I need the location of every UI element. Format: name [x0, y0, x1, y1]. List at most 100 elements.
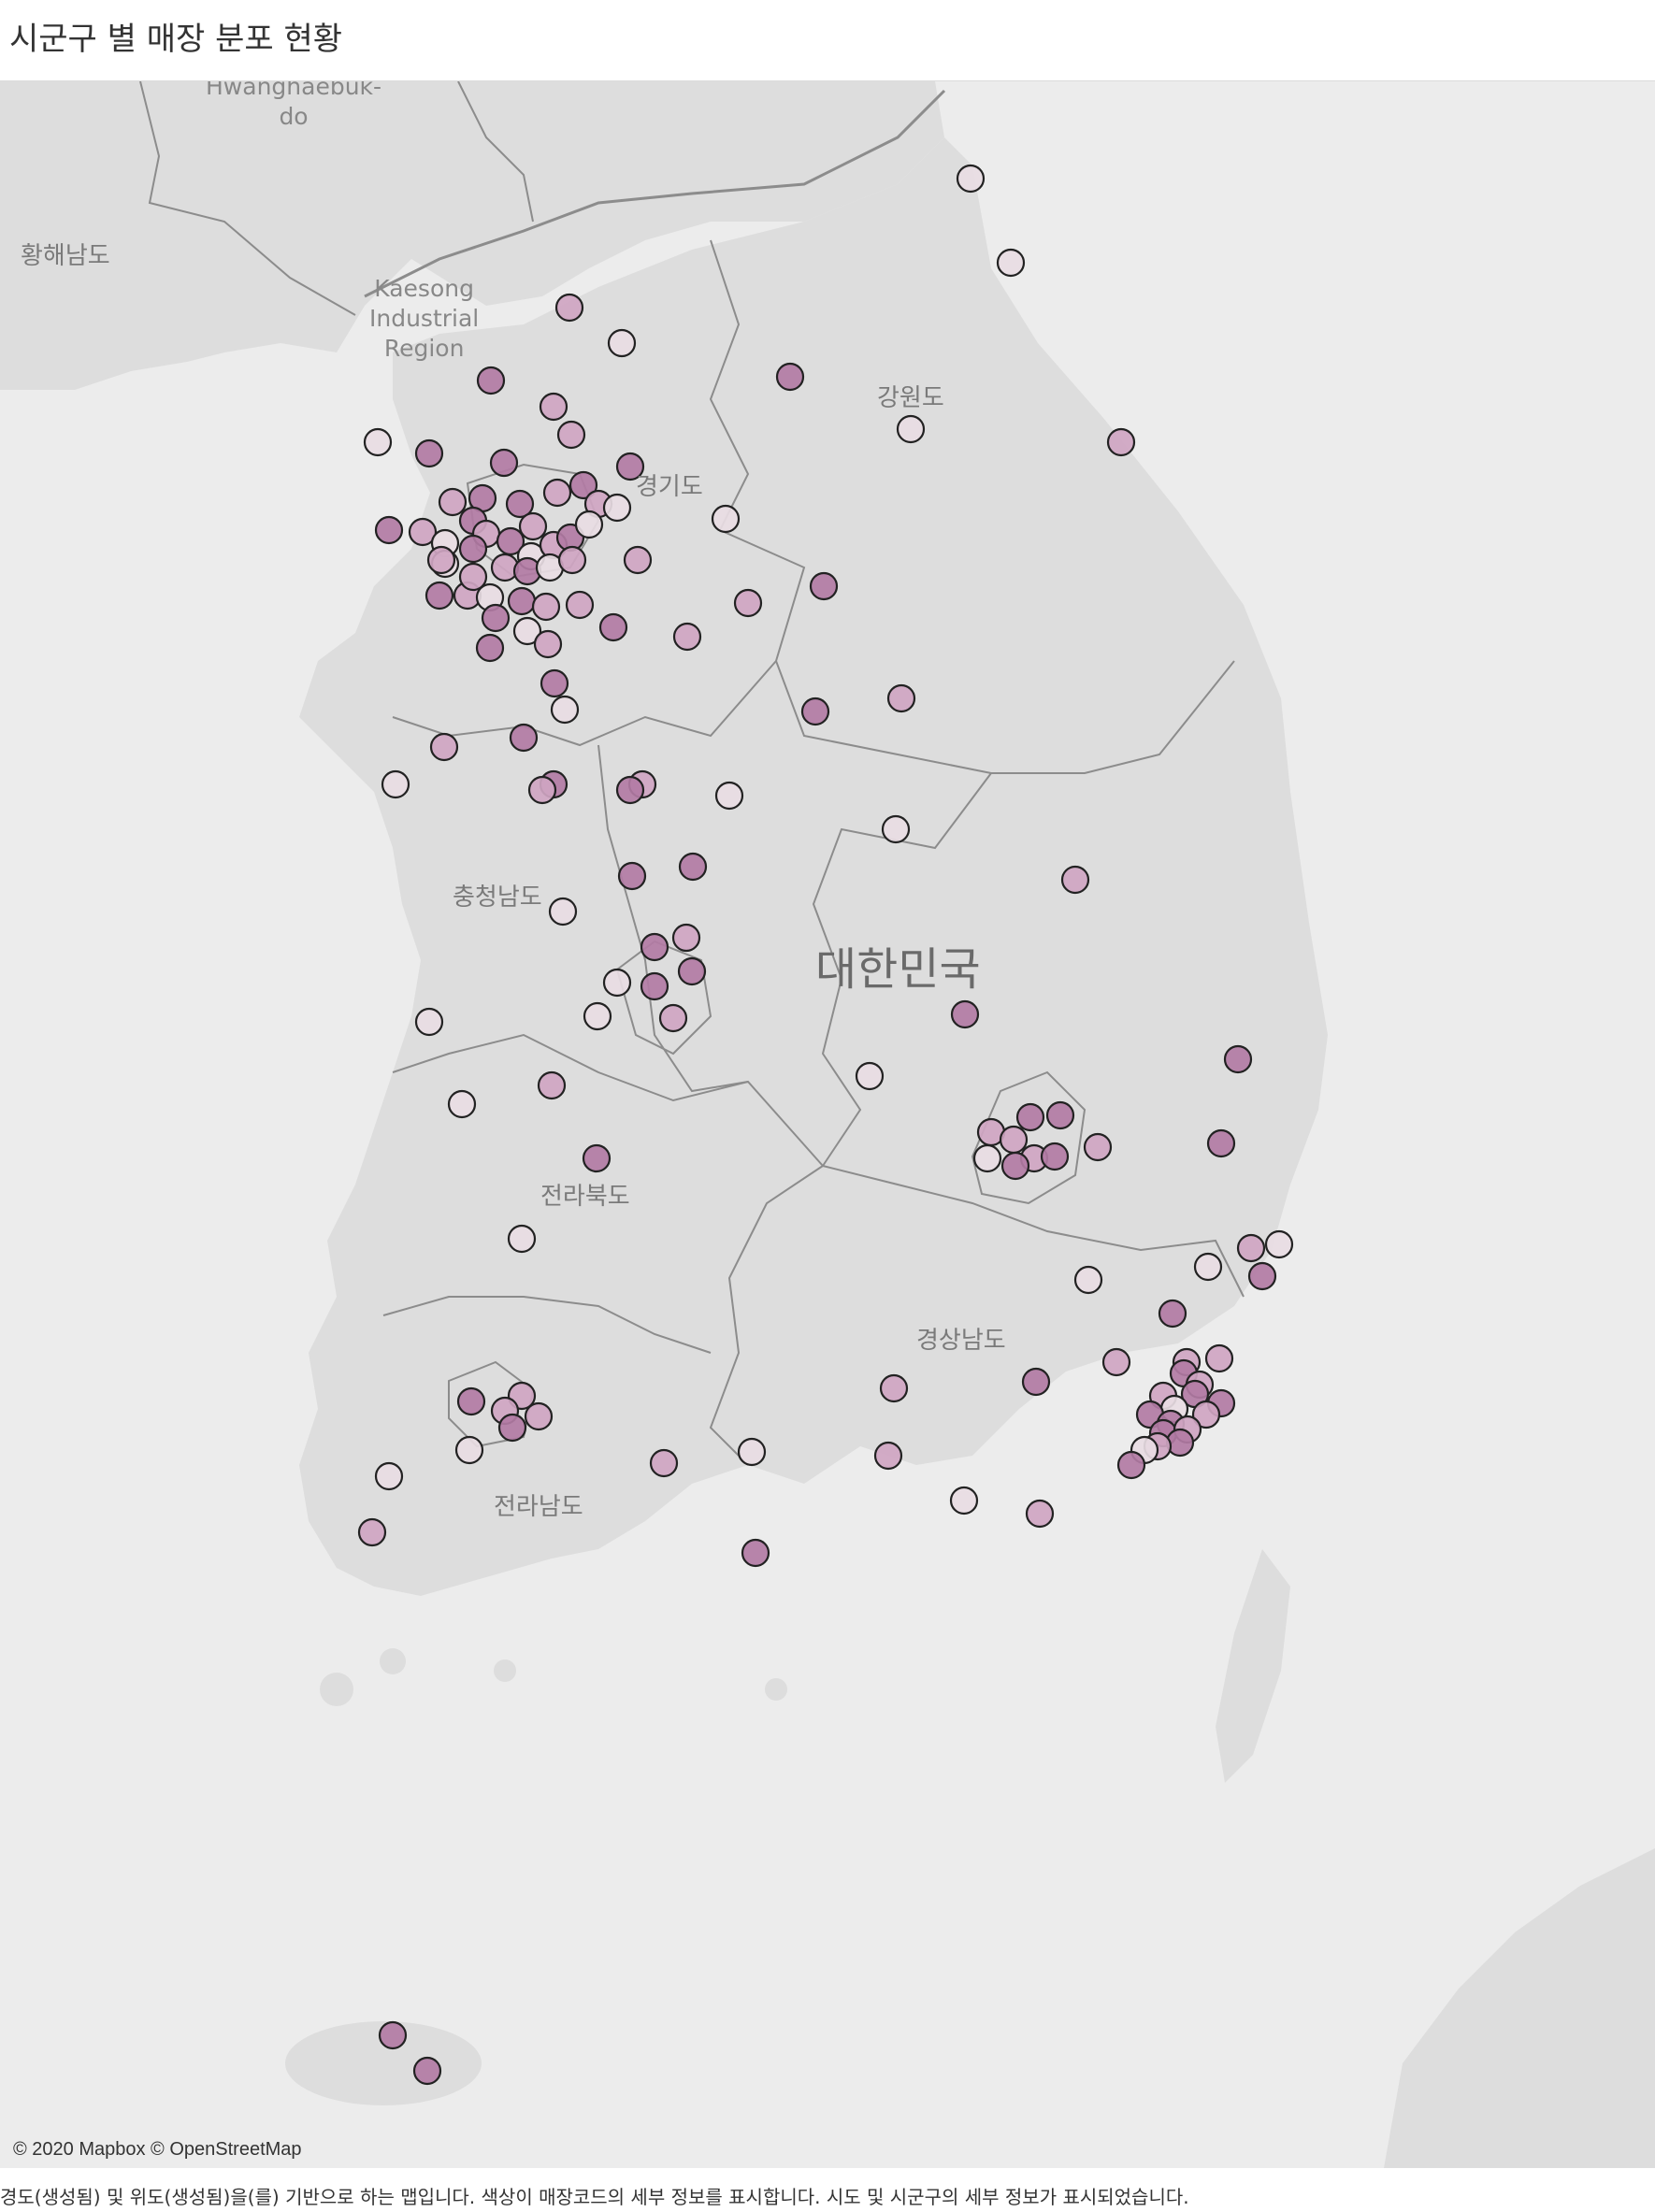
store-marker[interactable] [568, 470, 598, 500]
store-marker[interactable] [677, 956, 707, 986]
store-marker[interactable] [999, 1125, 1029, 1155]
store-marker[interactable] [458, 562, 488, 592]
store-marker[interactable] [1206, 1128, 1236, 1158]
store-marker[interactable] [873, 1441, 903, 1471]
store-marker[interactable] [879, 1373, 909, 1403]
store-marker[interactable] [583, 1001, 612, 1031]
store-marker[interactable] [615, 775, 645, 805]
store-marker[interactable] [640, 971, 669, 1001]
store-marker[interactable] [1247, 1261, 1277, 1291]
store-marker[interactable] [507, 586, 537, 616]
store-marker[interactable] [429, 732, 459, 762]
store-marker[interactable] [741, 1538, 770, 1568]
store-marker[interactable] [678, 852, 708, 882]
store-marker[interactable] [537, 1070, 567, 1100]
store-marker[interactable] [378, 2020, 408, 2050]
store-marker[interactable] [649, 1448, 679, 1478]
store-marker[interactable] [617, 861, 647, 891]
store-marker[interactable] [512, 616, 542, 646]
store-marker[interactable] [574, 510, 604, 539]
store-marker[interactable] [733, 588, 763, 618]
store-marker[interactable] [1101, 1347, 1131, 1377]
store-marker[interactable] [672, 622, 702, 652]
store-marker[interactable] [557, 545, 587, 575]
store-marker[interactable] [1021, 1367, 1051, 1397]
store-marker[interactable] [507, 1224, 537, 1254]
store-marker[interactable] [447, 1089, 477, 1119]
store-marker[interactable] [1106, 427, 1136, 457]
store-marker[interactable] [972, 1143, 1002, 1173]
store-marker[interactable] [1083, 1132, 1113, 1162]
store-marker[interactable] [896, 414, 926, 444]
store-marker[interactable] [374, 1461, 404, 1491]
store-marker[interactable] [381, 769, 410, 799]
store-marker[interactable] [425, 581, 454, 610]
store-marker[interactable] [711, 504, 741, 534]
store-marker[interactable] [531, 592, 561, 622]
store-marker[interactable] [658, 1003, 688, 1033]
store-marker[interactable] [540, 668, 569, 698]
store-marker[interactable] [454, 1435, 484, 1465]
store-marker[interactable] [374, 515, 404, 545]
store-marker[interactable] [548, 897, 578, 926]
store-marker[interactable] [1060, 865, 1090, 895]
store-marker[interactable] [481, 603, 511, 633]
store-marker[interactable] [1045, 1100, 1075, 1130]
store-marker[interactable] [456, 1386, 486, 1416]
store-marker[interactable] [1015, 1102, 1045, 1132]
store-marker[interactable] [996, 248, 1026, 278]
store-marker[interactable] [615, 452, 645, 481]
store-marker[interactable] [1116, 1450, 1146, 1480]
store-marker[interactable] [950, 999, 980, 1029]
store-marker[interactable] [533, 629, 563, 659]
store-marker[interactable] [524, 1401, 554, 1431]
store-marker[interactable] [554, 293, 584, 323]
store-marker[interactable] [881, 814, 911, 844]
store-marker[interactable] [607, 328, 637, 358]
store-marker[interactable] [458, 534, 488, 564]
store-marker[interactable] [1158, 1299, 1187, 1329]
store-marker[interactable] [1223, 1044, 1253, 1074]
store-marker[interactable] [602, 493, 632, 523]
store-marker[interactable] [1000, 1151, 1030, 1181]
store-marker[interactable] [556, 420, 586, 450]
store-marker[interactable] [475, 633, 505, 663]
store-marker[interactable] [956, 164, 986, 194]
store-marker[interactable] [496, 526, 525, 556]
store-marker[interactable] [414, 438, 444, 468]
store-marker[interactable] [408, 517, 438, 547]
store-marker[interactable] [623, 545, 653, 575]
store-marker[interactable] [414, 1007, 444, 1037]
map-attribution[interactable]: © 2020 Mapbox © OpenStreetMap [13, 2139, 302, 2160]
store-marker[interactable] [438, 487, 468, 517]
store-marker[interactable] [855, 1061, 885, 1091]
store-marker[interactable] [737, 1437, 767, 1467]
store-marker[interactable] [542, 478, 572, 508]
store-marker[interactable] [582, 1143, 612, 1173]
store-marker[interactable] [539, 392, 568, 422]
store-marker[interactable] [714, 781, 744, 811]
store-marker[interactable] [527, 775, 557, 805]
store-marker[interactable] [550, 695, 580, 725]
store-marker[interactable] [1040, 1142, 1070, 1171]
store-marker[interactable] [497, 1413, 527, 1443]
store-marker[interactable] [800, 697, 830, 726]
store-marker[interactable] [671, 923, 701, 953]
store-marker[interactable] [565, 590, 595, 620]
store-marker[interactable] [640, 932, 669, 962]
store-marker[interactable] [505, 489, 535, 519]
store-marker[interactable] [426, 545, 456, 575]
store-marker[interactable] [809, 571, 839, 601]
store-marker[interactable] [509, 723, 539, 753]
store-marker[interactable] [886, 683, 916, 713]
store-marker[interactable] [357, 1517, 387, 1547]
store-marker[interactable] [602, 968, 632, 998]
store-marker[interactable] [476, 366, 506, 395]
store-marker[interactable] [775, 362, 805, 392]
store-marker[interactable] [949, 1486, 979, 1515]
store-marker[interactable] [1073, 1265, 1103, 1295]
store-marker[interactable] [412, 2056, 442, 2086]
store-marker[interactable] [1264, 1229, 1294, 1259]
store-marker[interactable] [1236, 1233, 1266, 1263]
store-marker[interactable] [1025, 1499, 1055, 1529]
